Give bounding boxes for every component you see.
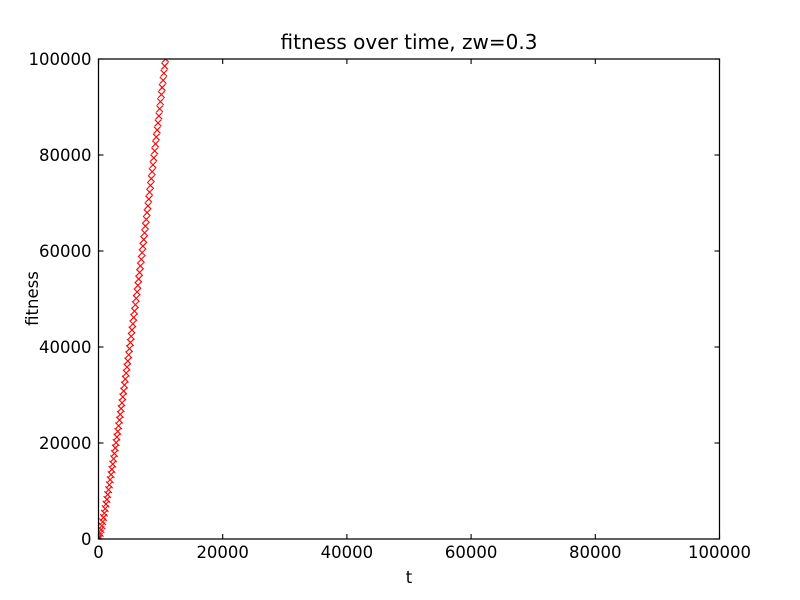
data-point-marker bbox=[133, 288, 141, 296]
x-tick-label: 0 bbox=[93, 543, 104, 562]
x-tick-label: 80000 bbox=[569, 543, 622, 562]
data-point-marker bbox=[148, 168, 156, 176]
data-point-marker bbox=[144, 202, 152, 210]
data-point-marker bbox=[129, 320, 137, 328]
data-point-marker bbox=[136, 262, 145, 270]
data-point-marker bbox=[135, 268, 144, 277]
data-point-marker bbox=[153, 126, 161, 134]
data-point-marker bbox=[132, 294, 140, 302]
data-point-marker bbox=[118, 399, 126, 407]
y-tick-label: 100000 bbox=[29, 50, 92, 69]
data-point-marker bbox=[122, 369, 130, 377]
y-tick-label: 40000 bbox=[39, 338, 92, 357]
data-point-marker bbox=[116, 410, 124, 419]
data-point-marker bbox=[141, 222, 150, 230]
data-point-marker bbox=[142, 215, 150, 224]
data-point-marker bbox=[160, 69, 168, 77]
data-point-marker bbox=[137, 255, 145, 263]
data-point-marker bbox=[149, 161, 157, 169]
y-tick-label: 60000 bbox=[39, 242, 92, 261]
data-point-marker bbox=[151, 147, 159, 155]
x-tick-label: 60000 bbox=[445, 543, 498, 562]
data-point-marker bbox=[120, 387, 128, 395]
y-tick-label: 0 bbox=[81, 530, 92, 549]
data-point-marker bbox=[159, 76, 167, 84]
data-point-marker bbox=[140, 229, 149, 237]
data-point-marker bbox=[125, 345, 134, 353]
data-point-marker bbox=[156, 98, 165, 106]
data-point-marker bbox=[161, 59, 170, 63]
y-tick-labels: 0 20000 40000 60000 80000 100000 bbox=[29, 50, 92, 549]
data-point-marker bbox=[138, 249, 146, 257]
data-point-marker bbox=[98, 535, 103, 539]
axes-spines bbox=[97, 58, 721, 540]
data-point-marker bbox=[130, 313, 138, 322]
data-point-marker bbox=[146, 181, 155, 190]
x-tick-labels: 0 20000 40000 60000 80000 100000 bbox=[93, 543, 751, 562]
data-series-fitness bbox=[98, 59, 170, 539]
data-point-marker bbox=[151, 140, 160, 148]
x-tick-label: 100000 bbox=[688, 543, 751, 562]
data-point-marker bbox=[155, 112, 163, 120]
data-point-marker bbox=[130, 307, 139, 315]
data-point-marker bbox=[135, 275, 143, 283]
data-point-marker bbox=[114, 422, 123, 430]
data-point-marker bbox=[145, 188, 154, 196]
data-point-marker bbox=[156, 105, 164, 113]
data-point-marker bbox=[145, 195, 153, 203]
data-point-marker bbox=[126, 338, 135, 347]
data-point-marker bbox=[125, 351, 133, 359]
y-tick-label: 20000 bbox=[39, 434, 92, 453]
data-point-marker bbox=[120, 381, 129, 389]
data-point-marker bbox=[161, 62, 169, 70]
x-tick-label: 20000 bbox=[196, 543, 249, 562]
data-point-marker bbox=[143, 208, 151, 217]
chart-title: fitness over time, zw=0.3 bbox=[281, 30, 538, 54]
data-point-marker bbox=[152, 133, 160, 141]
data-point-marker bbox=[134, 281, 142, 290]
data-point-marker bbox=[99, 513, 108, 522]
data-point-marker bbox=[150, 154, 158, 162]
data-point-marker bbox=[117, 404, 125, 413]
data-point-marker bbox=[128, 326, 136, 334]
x-axis-label: t bbox=[406, 568, 413, 587]
data-point-marker bbox=[119, 393, 127, 401]
data-point-marker bbox=[147, 174, 155, 183]
data-point-marker bbox=[157, 90, 166, 99]
data-point-marker bbox=[127, 332, 135, 340]
data-point-marker bbox=[124, 357, 132, 365]
data-point-marker bbox=[121, 375, 129, 383]
data-point-marker bbox=[154, 119, 162, 127]
y-axis-label: fitness bbox=[23, 271, 42, 326]
axis-ticks bbox=[97, 58, 721, 540]
plot-area bbox=[98, 59, 720, 539]
y-tick-label: 80000 bbox=[39, 146, 92, 165]
data-point-marker bbox=[140, 235, 148, 244]
data-point-marker bbox=[131, 301, 140, 309]
data-point-marker bbox=[123, 363, 131, 371]
data-point-marker bbox=[158, 83, 166, 92]
x-tick-label: 40000 bbox=[321, 543, 374, 562]
data-point-marker bbox=[139, 242, 147, 250]
